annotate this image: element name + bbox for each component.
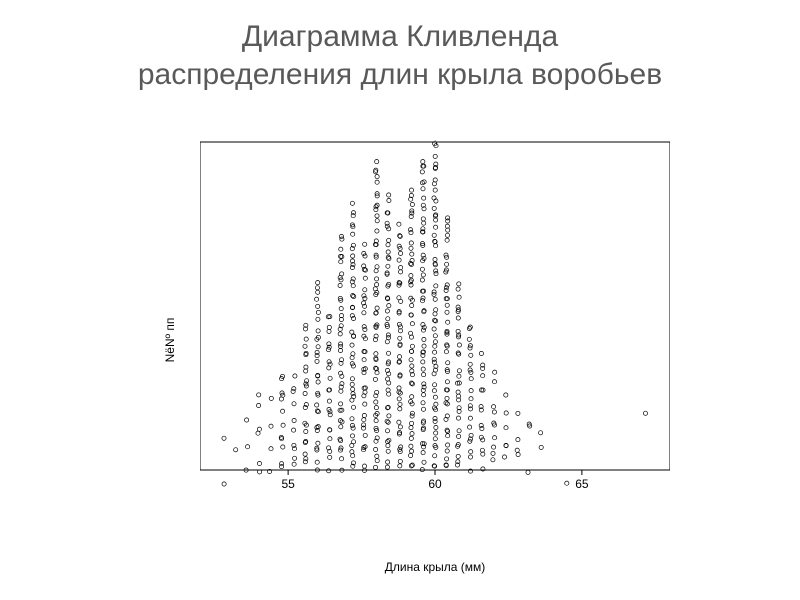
title-line-2: распределения длин крыла воробьев	[138, 58, 662, 91]
slide: Диаграмма Кливленда распределения длин к…	[0, 0, 800, 600]
svg-text:60: 60	[428, 477, 442, 491]
slide-title: Диаграмма Кливленда распределения длин к…	[0, 18, 800, 93]
scatter-points	[222, 140, 648, 486]
svg-text:55: 55	[281, 477, 295, 491]
svg-text:65: 65	[575, 477, 589, 491]
scatter-svg: 55 60 65	[200, 140, 670, 510]
title-line-1: Диаграмма Кливленда	[242, 20, 558, 53]
cleveland-dotplot: NëNº пп 556065 Длина крыла (мм)	[200, 140, 670, 540]
x-axis-label: Длина крыла (мм)	[385, 560, 486, 574]
y-axis-label: NëNº пп	[163, 318, 177, 363]
